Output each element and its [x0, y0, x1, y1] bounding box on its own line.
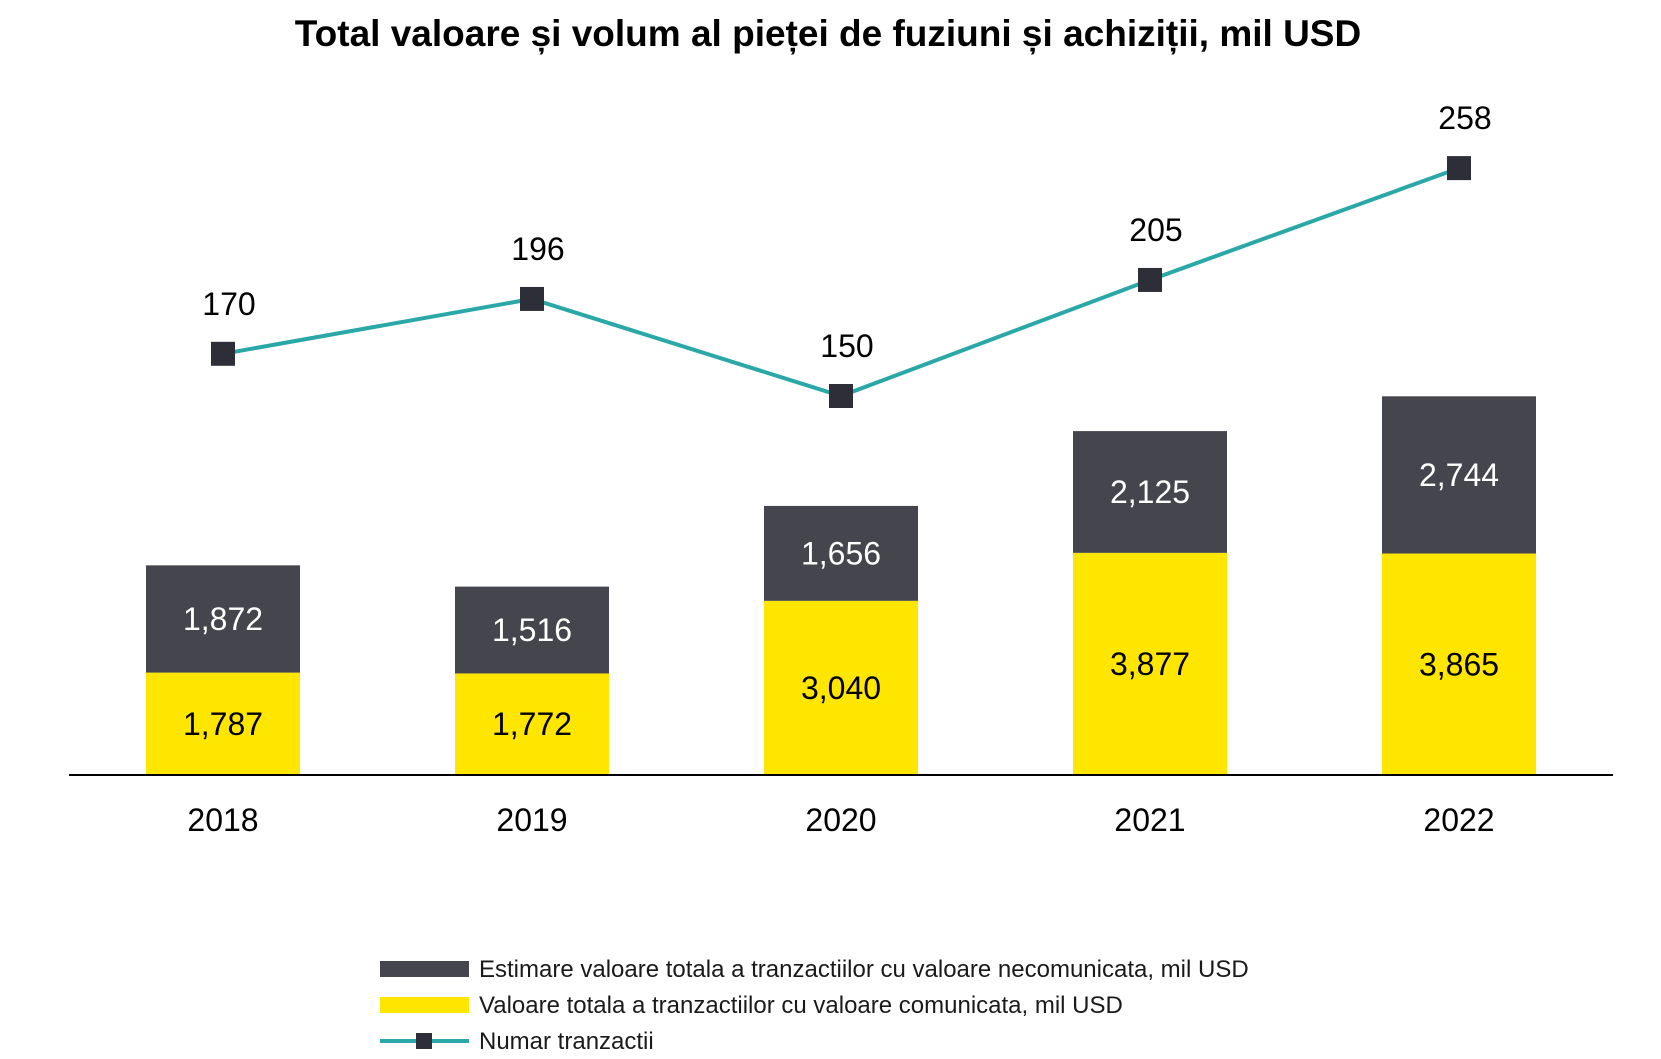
- line-data-label: 196: [511, 231, 564, 267]
- line-marker-2022: [1447, 156, 1471, 181]
- line-data-label: 170: [202, 286, 255, 322]
- legend-swatch: [380, 997, 469, 1013]
- bar-data-label: 1,772: [492, 706, 572, 742]
- bar-reported-2018: [146, 672, 300, 775]
- x-tick-label: 2020: [805, 802, 876, 838]
- line-data-label: 205: [1129, 212, 1182, 248]
- legend-label: Valoare totala a tranzactiilor cu valoar…: [479, 992, 1123, 1019]
- bar-data-label: 1,656: [801, 535, 881, 571]
- bar-reported-2022: [1382, 553, 1536, 775]
- bar-estimated-2019: [455, 586, 609, 674]
- x-tick-label: 2021: [1114, 802, 1185, 838]
- line-marker-2018: [211, 341, 235, 366]
- bar-data-label: 2,744: [1419, 457, 1499, 493]
- line-marker-2021: [1138, 267, 1162, 292]
- bar-data-label: 2,125: [1110, 474, 1190, 510]
- x-tick-label: 2019: [496, 802, 567, 838]
- chart-title: Total valoare și volum al pieței de fuzi…: [295, 13, 1361, 55]
- legend-label: Numar tranzactii: [479, 1028, 654, 1055]
- line-data-label: 150: [820, 328, 873, 364]
- bar-data-label: 1,787: [183, 706, 263, 742]
- bar-data-label: 3,877: [1110, 646, 1190, 682]
- bar-data-label: 3,040: [801, 670, 881, 706]
- bar-estimated-2021: [1073, 431, 1227, 553]
- bar-reported-2021: [1073, 552, 1227, 775]
- bar-reported-2020: [764, 600, 918, 775]
- x-tick-label: 2018: [187, 802, 258, 838]
- legend-swatch: [380, 961, 469, 977]
- bar-estimated-2022: [1382, 396, 1536, 554]
- bar-reported-2019: [455, 673, 609, 775]
- line-marker-2019: [520, 286, 544, 311]
- line-data-label: 258: [1438, 100, 1491, 136]
- line-marker-2020: [829, 384, 853, 408]
- legend-label: Estimare valoare totala a tranzactiilor …: [479, 956, 1249, 983]
- bar-data-label: 1,516: [492, 612, 572, 648]
- bar-data-label: 1,872: [183, 601, 263, 637]
- bar-data-label: 3,865: [1419, 646, 1499, 682]
- bar-estimated-2018: [146, 565, 300, 673]
- legend-marker-swatch: [416, 1033, 432, 1049]
- bar-estimated-2020: [764, 505, 918, 601]
- x-tick-label: 2022: [1423, 802, 1494, 838]
